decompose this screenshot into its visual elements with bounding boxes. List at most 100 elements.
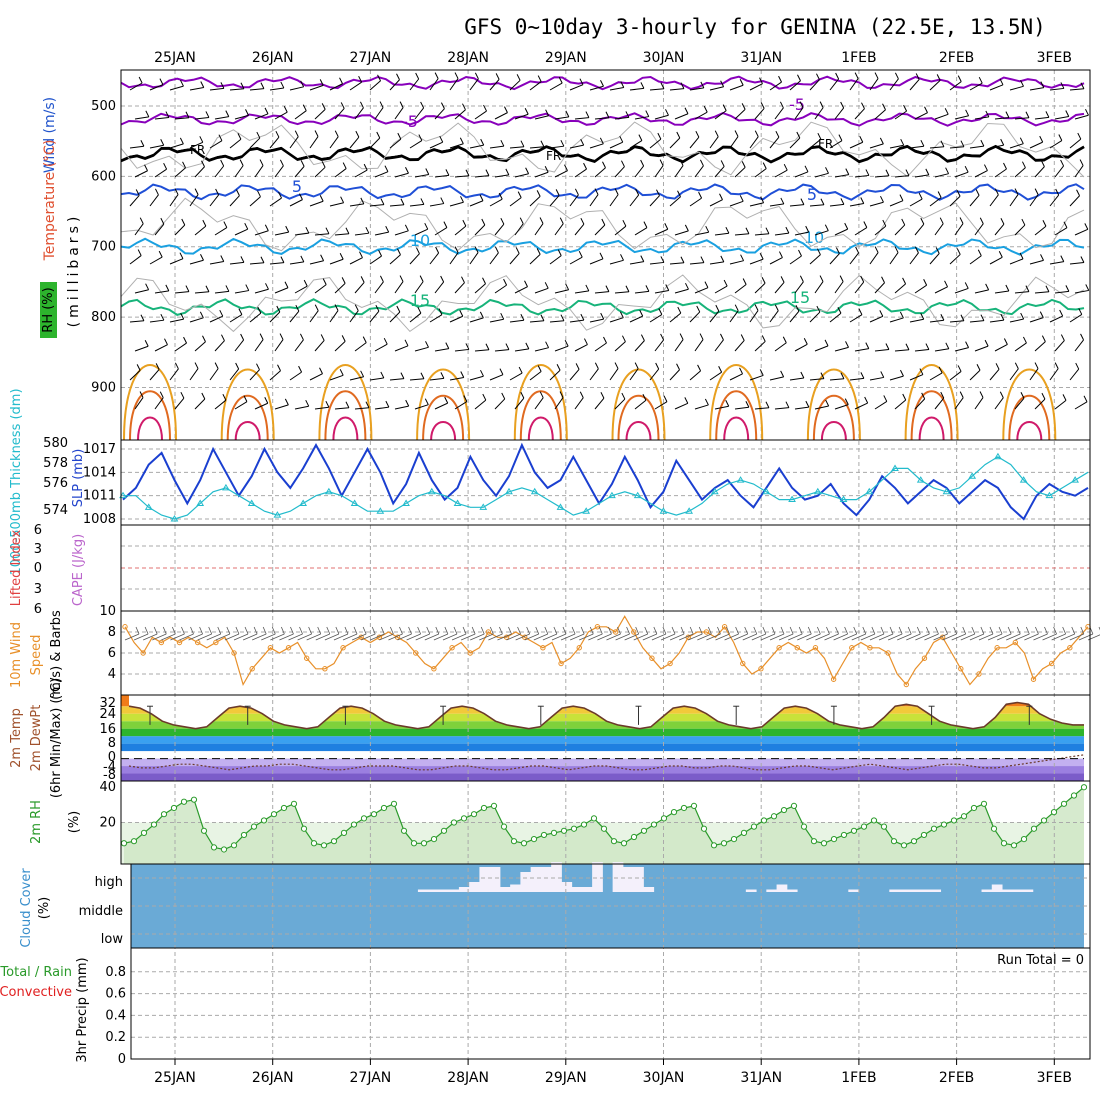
wind-barb [594,291,609,294]
10m-wind-barb [560,633,576,641]
wind-barb-flag [334,130,339,137]
wind-barb-flag [340,196,345,203]
wind-barb-flag [699,159,704,167]
10m-wind-barb [506,633,521,641]
isotherm-value-label: 10 [410,231,430,250]
wind-barb [169,85,184,91]
10m-wind-barb-flag [671,626,676,635]
wind-barb [689,370,701,381]
rh-marker [1060,800,1068,807]
wind-barb-flag [1042,220,1047,227]
wind-barb [1034,225,1047,236]
wind-barb-flag [1078,308,1083,315]
wind-barb [749,202,764,207]
wind-barb-flag [440,102,445,109]
rh-marker [1040,817,1048,824]
thickness-marker [170,515,179,522]
boundary-layer-contour [904,364,959,441]
wind-barb-flag [1060,334,1065,341]
wind-barb-flag [839,275,844,282]
wind-barb [1029,141,1043,149]
wind-barb [654,290,669,294]
wind-barb [829,140,843,149]
boundary-layer-contour [625,421,652,441]
wind-barb [969,369,981,381]
rh-marker [200,827,208,834]
wind-barb [414,228,428,236]
wind-barb [649,138,662,149]
wind-barb [814,230,829,236]
wind-barb-flag [325,227,330,234]
wind-barb-flag [885,343,890,350]
wind-barb-flag [245,109,249,116]
rh-legend-swatch [40,282,57,338]
wind-barb [554,289,569,294]
10m-wind-barb [842,633,857,641]
temp-band [121,773,1084,781]
isotherm-value-label: 5 [292,177,302,196]
wind-barb-flag [396,73,400,80]
wind-barb [254,339,264,352]
wind-barb [509,253,520,265]
thickness-marker [350,499,359,506]
wind-barb-flag [762,162,767,169]
wind-barb [214,290,229,294]
wind-barb [169,194,179,207]
rh-marker [120,840,128,847]
wind-barb [489,145,504,149]
fr-label: FR [546,149,561,163]
wind-barb-flag [765,227,770,234]
wind-barb [154,344,168,352]
wind-barb [154,168,167,178]
wind-barb [1069,261,1084,265]
wind-barb [854,108,865,120]
wind-barb [214,227,228,236]
precip-tick-label: 0.6 [105,987,126,1002]
wind-barb [614,225,627,236]
wind-barb [289,371,302,381]
10m-wind-barb-flag [462,626,467,635]
wind-barb [569,194,579,207]
rh-marker [1080,784,1088,791]
wind-barb-flag [759,369,764,376]
wind-barb [889,200,904,207]
rh-marker [490,802,498,810]
boundary-layer-contour [324,390,367,441]
wind-barb-flag [741,103,746,110]
wind-barb [634,227,648,236]
wind-barb [869,252,879,265]
10m-wind-barb-flag [771,626,776,635]
wind-barb [149,84,164,91]
wind-barb [934,397,945,410]
wind-barb [174,167,186,178]
wind-barb-flag [257,190,261,197]
wind-barb-flag [684,397,689,404]
wind-barb [554,223,564,236]
high-cloud-bar [581,887,593,892]
wind-barb-flag [980,139,985,147]
wind-barb-flag [740,254,745,261]
10m-wind-barb [679,633,694,641]
wind-barb-flag [445,169,450,176]
wind-barb-flag [540,140,545,147]
wind-barb [989,84,1004,91]
wind-barb [429,203,444,207]
wind-barb-flag [585,284,590,292]
10m-wind-barb [442,633,458,641]
high-cloud-bar [991,884,1003,892]
wind-barb-flag [638,134,643,141]
wind-barb [589,143,604,149]
high-cloud-bar [530,867,542,892]
wind-barb-flag [222,393,227,401]
rh-marker [530,836,538,843]
wind-barb [634,340,645,352]
wind-barb-flag [840,372,845,379]
pressure-tick-label: 700 [91,240,116,255]
wind-barb [534,223,544,236]
wind-barb [689,262,704,265]
wind-barb-flag [265,283,269,290]
wind-barb-flag [925,343,930,350]
rh-marker [970,804,978,812]
wind-speed-marker [267,645,274,651]
isotherm-value-label: -5 [789,95,805,114]
